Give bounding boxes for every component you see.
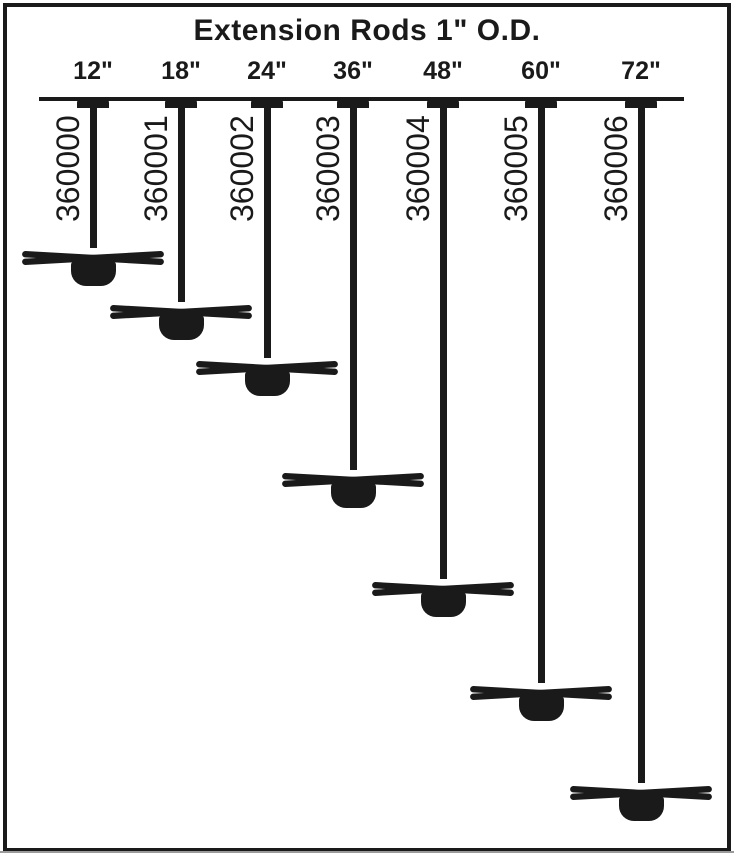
ceiling-mount-line xyxy=(39,97,684,101)
diagram-title: Extension Rods 1" O.D. xyxy=(193,14,541,47)
bottom-shadow-line xyxy=(0,851,734,853)
diagram-border-frame xyxy=(3,3,731,852)
